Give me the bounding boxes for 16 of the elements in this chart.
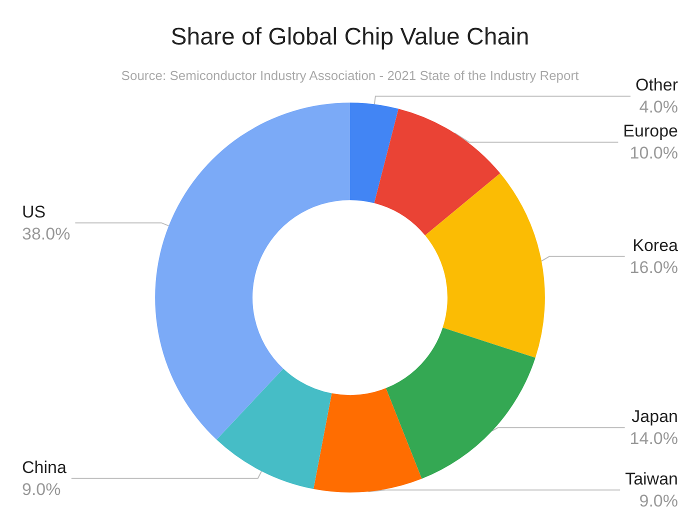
chart-title: Share of Global Chip Value Chain bbox=[170, 24, 530, 50]
slice-label: Europe bbox=[623, 122, 678, 141]
data-label: 9.0% bbox=[639, 492, 678, 510]
data-label: 38.0% bbox=[22, 224, 70, 244]
data-label: 4.0% bbox=[639, 98, 678, 117]
data-label: 16.0% bbox=[630, 258, 678, 277]
slice-label: Other bbox=[635, 76, 678, 95]
slice-label: China bbox=[22, 458, 67, 477]
slice-label: Japan bbox=[632, 407, 678, 426]
slice-label: US bbox=[22, 202, 46, 222]
data-label: 10.0% bbox=[630, 144, 678, 163]
data-label: 9.0% bbox=[22, 480, 61, 499]
slice-label: Korea bbox=[632, 236, 679, 255]
slice-label: Taiwan bbox=[625, 470, 678, 488]
chart-subtitle: Source: Semiconductor Industry Association - 2021 State of the Industry Report bbox=[121, 68, 580, 83]
data-label: 14.0% bbox=[630, 429, 678, 448]
